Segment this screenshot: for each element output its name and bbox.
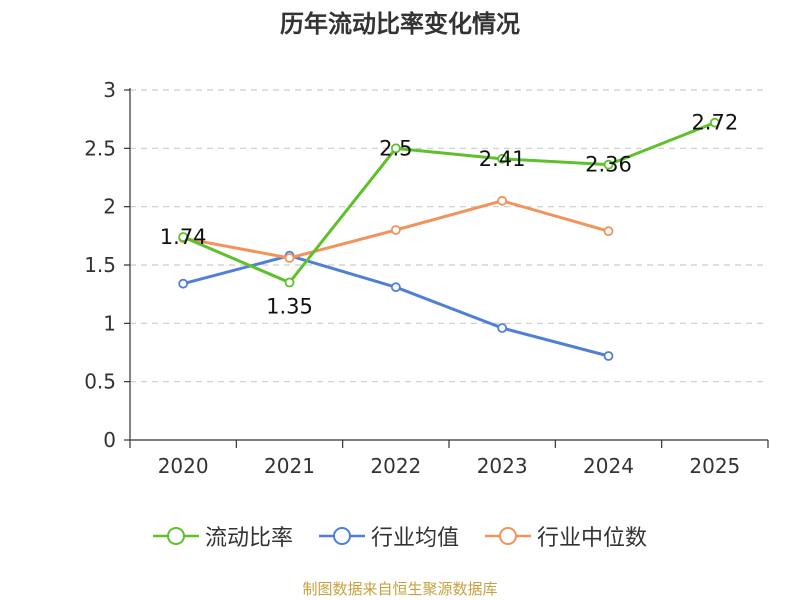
data-point-1-2023	[497, 323, 508, 333]
data-point-2-2024	[603, 226, 614, 237]
series-line-1	[182, 254, 609, 358]
legend-label-current-ratio: 流动比率	[204, 526, 293, 551]
data-point-0-2020	[178, 232, 189, 242]
x-tick-label-2023: 2023	[477, 454, 528, 478]
data-point-0-2021	[284, 277, 295, 288]
data-point-0-2025	[709, 117, 720, 128]
x-tick-label-2025: 2025	[689, 454, 740, 478]
y-tick-label-4: 2	[103, 195, 116, 219]
data-point-0-2023	[497, 153, 508, 164]
x-tick-label-2022: 2022	[370, 454, 421, 478]
data-label-2023: 2.41	[479, 147, 526, 171]
data-point-2-2022	[390, 225, 401, 235]
legend: 流动比率 行业均值 行业中位数	[0, 520, 800, 552]
data-source-note: 制图数据来自恒生聚源数据库	[302, 580, 498, 598]
data-label-2022: 2.5	[379, 136, 412, 160]
legend-item-industry-mean[interactable]: 行业均值	[318, 520, 459, 552]
y-tick-label-0: 0	[103, 428, 116, 452]
data-point-0-2022	[390, 143, 401, 154]
data-point-1-2022	[390, 282, 401, 293]
legend-item-current-ratio[interactable]: 流动比率	[152, 520, 293, 552]
y-tick-label-6: 3	[103, 78, 116, 102]
legend-marker-industry-median	[485, 527, 531, 545]
line-chart: 0 0.5 1 1.5 2 2.5 3 2020 2021 2022 2023 2024 2025 1.7…	[84, 78, 769, 478]
legend-label-industry-median: 行业中位数	[537, 526, 648, 551]
legend-item-industry-median[interactable]: 行业中位数	[485, 520, 647, 552]
data-point-2-2021	[284, 253, 295, 263]
y-tick-label-3: 1.5	[84, 253, 116, 277]
x-tick-label-2021: 2021	[264, 454, 315, 478]
x-tick-label-2020: 2020	[158, 454, 209, 478]
y-tick-label-2: 1	[103, 311, 116, 335]
data-point-1-2024	[603, 351, 614, 361]
data-point-2-2023	[497, 195, 508, 206]
legend-label-industry-mean: 行业均值	[370, 526, 459, 551]
data-point-1-2020	[178, 278, 189, 289]
y-tick-label-5: 2.5	[84, 136, 116, 160]
data-label-2025: 2.72	[691, 111, 738, 135]
legend-marker-current-ratio	[152, 527, 199, 545]
data-label-2024: 2.36	[585, 153, 632, 177]
x-tick-label-2024: 2024	[583, 454, 634, 478]
data-label-2020: 1.74	[160, 225, 207, 249]
legend-marker-industry-mean	[318, 527, 365, 545]
series-line-0	[182, 121, 716, 284]
chart-title: 历年流动比率变化情况	[280, 10, 520, 38]
data-label-2021: 1.35	[266, 295, 313, 319]
data-point-0-2024	[603, 159, 614, 170]
y-tick-label-1: 0.5	[84, 370, 116, 394]
